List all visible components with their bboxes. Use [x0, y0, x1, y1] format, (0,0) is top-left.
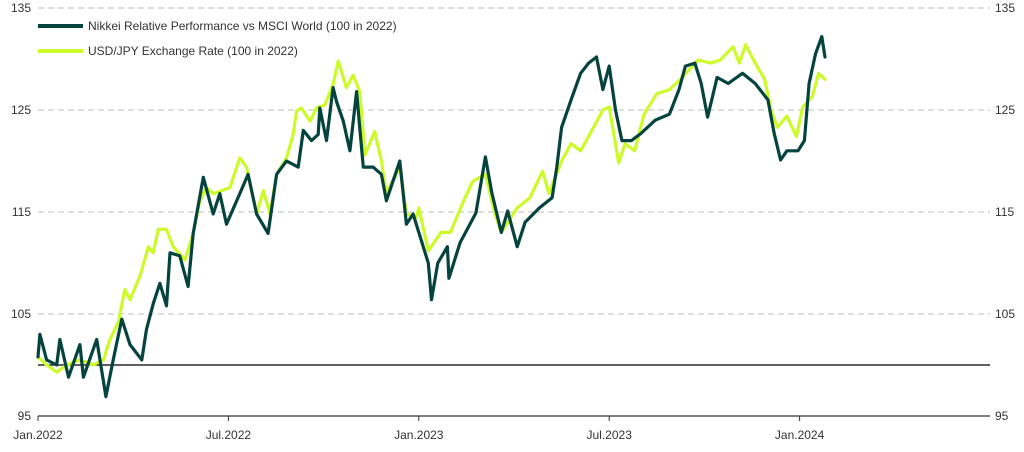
y-tick-label-right: 95 — [995, 409, 1009, 423]
y-axis-left: 95 105 115 125 135 — [11, 1, 31, 423]
x-tick-label: Jan.2024 — [775, 428, 825, 442]
series-lines — [36, 35, 827, 399]
y-tick-label-left: 105 — [11, 307, 31, 321]
x-axis: Jan.2022 Jul.2022 Jan.2023 Jul.2023 Jan.2024 — [13, 415, 990, 442]
series-line-nikkei — [36, 35, 827, 399]
y-tick-label-left: 115 — [12, 205, 31, 219]
legend-label: USD/JPY Exchange Rate (100 in 2022) — [88, 44, 298, 58]
legend: Nikkei Relative Performance vs MSCI Worl… — [38, 19, 397, 58]
x-tick-label: Jan.2022 — [13, 428, 63, 442]
legend-label: Nikkei Relative Performance vs MSCI Worl… — [88, 19, 397, 33]
x-tick-label: Jan.2023 — [394, 428, 444, 442]
y-tick-label-right: 105 — [995, 307, 1015, 321]
x-tick-label: Jul.2023 — [587, 428, 633, 442]
x-tick-label: Jul.2022 — [206, 428, 252, 442]
y-tick-label-right: 125 — [995, 103, 1015, 117]
series-line-usdjpy — [36, 43, 827, 374]
y-axis-right: 95 105 115 125 135 — [995, 1, 1015, 423]
y-tick-label-left: 125 — [11, 103, 31, 117]
y-tick-label-right: 115 — [995, 205, 1014, 219]
y-tick-label-left: 95 — [18, 409, 32, 423]
y-tick-label-left: 135 — [11, 1, 31, 15]
y-tick-label-right: 135 — [995, 1, 1015, 15]
gridlines — [38, 7, 990, 366]
